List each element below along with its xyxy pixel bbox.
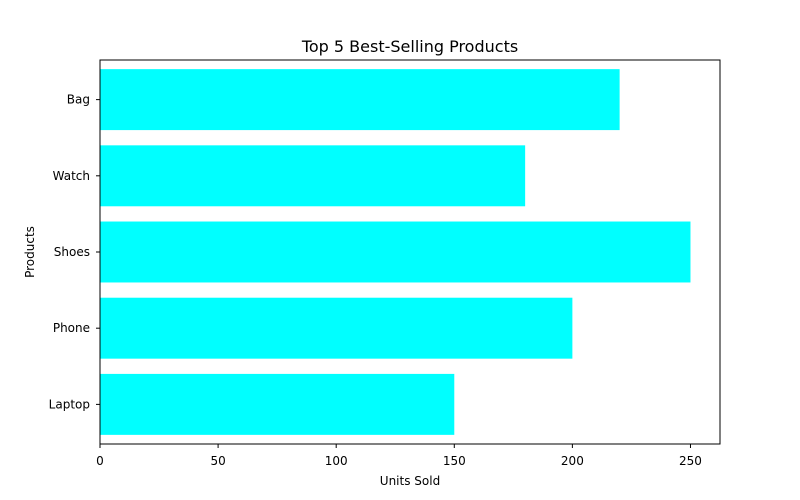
x-axis-ticks: 0 50 100 150 200 250 xyxy=(96,444,702,468)
plot-frame xyxy=(99,59,721,445)
x-tick-label: 50 xyxy=(210,454,225,468)
y-tick-label: Watch xyxy=(53,169,90,183)
chart-title: Top 5 Best-Selling Products xyxy=(301,37,518,56)
y-tick-label: Laptop xyxy=(49,397,90,411)
x-tick-label: 150 xyxy=(443,454,466,468)
bar-laptop xyxy=(100,373,455,435)
y-axis-ticks: Laptop Phone Shoes Watch Bag xyxy=(49,93,100,411)
y-tick-label: Phone xyxy=(53,321,90,335)
bar-watch xyxy=(100,145,526,207)
bar-shoes xyxy=(100,221,691,283)
bars-group xyxy=(100,69,691,435)
bar-phone xyxy=(100,297,573,359)
y-tick-label: Bag xyxy=(67,93,90,107)
x-tick-label: 200 xyxy=(561,454,584,468)
x-axis-label: Units Sold xyxy=(380,474,440,488)
x-tick-label: 100 xyxy=(325,454,348,468)
x-tick-label: 250 xyxy=(679,454,702,468)
y-tick-label: Shoes xyxy=(54,245,90,259)
bar-bag xyxy=(100,69,620,131)
x-tick-label: 0 xyxy=(96,454,104,468)
y-axis-label: Products xyxy=(23,226,37,278)
